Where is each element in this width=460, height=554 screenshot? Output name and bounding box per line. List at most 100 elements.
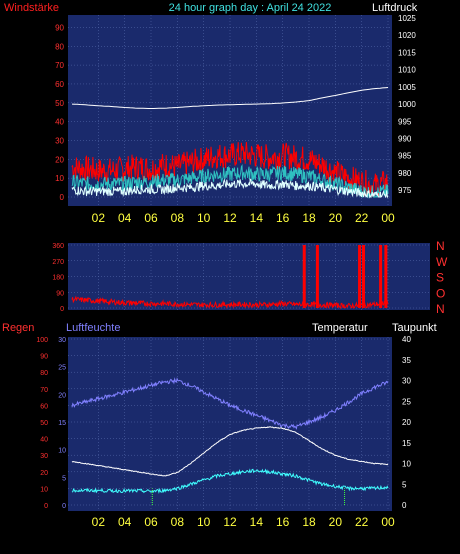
x-tick-label: 20 (329, 515, 343, 529)
humidity-tick-label: 20 (58, 392, 66, 399)
direction-tick-label: 360 (52, 243, 64, 250)
wind-axis-label: Windstärke (4, 2, 59, 14)
compass-label: N (436, 302, 445, 316)
wind-tick-label: 30 (55, 136, 64, 145)
wind-tick-label: 50 (55, 99, 64, 108)
direction-spike (315, 245, 319, 308)
pressure-tick-label: 1000 (398, 100, 416, 109)
pressure-tick-label: 1010 (398, 66, 416, 75)
x-tick-label: 12 (223, 515, 237, 529)
x-tick-label: 10 (197, 211, 211, 225)
humidity-line (71, 377, 389, 430)
humidity-tick-label: 15 (58, 420, 66, 427)
x-tick-label: 22 (355, 211, 369, 225)
direction-tick-label: 90 (56, 290, 64, 297)
compass-label: W (436, 255, 448, 269)
compass-label: S (436, 271, 444, 285)
direction-tick-label: 0 (60, 306, 64, 313)
rain-tick-label: 20 (40, 470, 48, 477)
rain-tick-label: 90 (40, 354, 48, 361)
rain-tick-label: 0 (44, 503, 48, 510)
axis-labels: 0102030405060708090975980985990995100010… (36, 14, 448, 529)
chart-marks (71, 87, 389, 505)
direction-tick-label: 270 (52, 259, 64, 266)
direction-spike (379, 245, 383, 308)
x-tick-label: 04 (118, 211, 132, 225)
x-tick-label: 18 (302, 515, 316, 529)
x-tick-label: 08 (171, 515, 185, 529)
x-tick-label: 16 (276, 515, 290, 529)
x-tick-label: 14 (250, 515, 264, 529)
x-tick-label: 08 (171, 211, 185, 225)
temperature-tick-label: 15 (402, 439, 411, 448)
pressure-tick-label: 980 (398, 169, 412, 178)
wind-tick-label: 70 (55, 61, 64, 70)
rain-tick-label: 10 (40, 486, 48, 493)
x-tick-label: 10 (197, 515, 211, 529)
temperature-tick-label: 20 (402, 418, 411, 427)
x-tick-label: 14 (250, 211, 264, 225)
pressure-tick-label: 975 (398, 186, 412, 195)
x-tick-label: 18 (302, 211, 316, 225)
rain-tick-label: 40 (40, 437, 48, 444)
temperature-tick-label: 40 (402, 335, 411, 344)
x-tick-label: 04 (118, 515, 132, 529)
humidity-tick-label: 0 (62, 503, 66, 510)
pressure-tick-label: 990 (398, 134, 412, 143)
pressure-tick-label: 985 (398, 152, 412, 161)
rain-tick-label: 70 (40, 387, 48, 394)
x-tick-label: 20 (329, 211, 343, 225)
rain-tick-label: 50 (40, 420, 48, 427)
humidity-tick-label: 5 (62, 475, 66, 482)
rain-tick-label: 60 (40, 403, 48, 410)
x-tick-label: 00 (381, 211, 395, 225)
pressure-tick-label: 1005 (398, 83, 416, 92)
compass-label: O (436, 286, 445, 300)
direction-line (71, 295, 389, 310)
temperature-line (71, 426, 389, 477)
pressure-axis-label: Luftdruck (372, 2, 418, 14)
wind-tick-label: 80 (55, 42, 64, 51)
x-tick-label: 06 (144, 515, 158, 529)
rain-tick-label: 100 (36, 337, 48, 344)
rain-axis-label: Regen (2, 322, 34, 334)
wind-tick-label: 90 (55, 23, 64, 32)
pressure-tick-label: 1020 (398, 31, 416, 40)
dewpoint-line (71, 468, 389, 494)
wind-tick-label: 20 (55, 155, 64, 164)
x-tick-label: 02 (92, 211, 106, 225)
wind-tick-label: 60 (55, 80, 64, 89)
direction-spike (358, 245, 362, 308)
wind_avg-line (71, 178, 389, 199)
temperature-tick-label: 35 (402, 356, 411, 365)
temperature-tick-label: 10 (402, 460, 411, 469)
humidity-tick-label: 30 (58, 337, 66, 344)
x-tick-label: 00 (381, 515, 395, 529)
x-tick-label: 06 (144, 211, 158, 225)
direction-spike (384, 245, 388, 308)
x-tick-label: 22 (355, 515, 369, 529)
rain-tick-label: 80 (40, 370, 48, 377)
temperature-tick-label: 0 (402, 501, 407, 510)
pressure-tick-label: 995 (398, 117, 412, 126)
x-tick-label: 12 (223, 211, 237, 225)
chart-title: 24 hour graph day : April 24 2022 (169, 2, 332, 14)
gust-line (71, 141, 389, 198)
humidity-tick-label: 25 (58, 365, 66, 372)
direction-tick-label: 180 (52, 275, 64, 282)
direction-spike (361, 245, 365, 308)
pressure-line (71, 87, 389, 109)
humidity-axis-label: Luftfeuchte (66, 322, 120, 334)
pressure-tick-label: 1025 (398, 14, 416, 23)
temperature-tick-label: 30 (402, 377, 411, 386)
direction-spike (302, 245, 306, 308)
dewpoint-axis-label: Taupunkt (392, 322, 437, 334)
humidity-tick-label: 10 (58, 448, 66, 455)
wind-tick-label: 40 (55, 118, 64, 127)
wind-line (71, 164, 389, 199)
temperature-tick-label: 25 (402, 397, 411, 406)
wind-tick-label: 0 (60, 193, 65, 202)
x-tick-label: 02 (92, 515, 106, 529)
temperature-axis-label: Temperatur (312, 322, 368, 334)
